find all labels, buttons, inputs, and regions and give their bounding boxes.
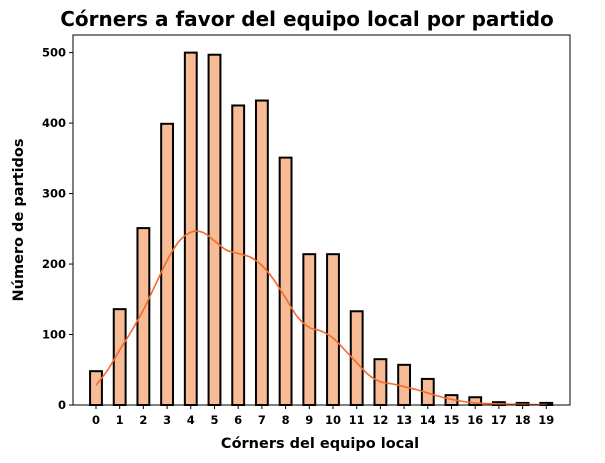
bar-10 (326, 253, 340, 406)
bar-0 (89, 370, 103, 406)
x-tick-label: 14 (420, 413, 436, 427)
bar-3 (160, 122, 175, 407)
x-tick-label: 11 (349, 413, 365, 427)
bar-5 (207, 53, 222, 406)
x-tick-label: 8 (282, 413, 290, 427)
x-tick-label: 1 (116, 413, 124, 427)
bar-7 (254, 99, 269, 407)
y-tick-label: 400 (42, 116, 66, 130)
x-tick-label: 10 (325, 413, 341, 427)
x-tick-label: 0 (92, 413, 100, 427)
x-tick-label: 17 (491, 413, 507, 427)
kde-curve (95, 230, 547, 406)
x-axis-label: Córners del equipo local (221, 436, 419, 452)
x-tick-label: 19 (538, 413, 554, 427)
bars-group (89, 51, 554, 407)
x-tick-label: 13 (396, 413, 412, 427)
y-axis-label: Número de partidos (11, 138, 27, 301)
x-tick-label: 3 (163, 413, 171, 427)
y-tick-label: 0 (58, 398, 66, 412)
y-tick-label: 500 (42, 46, 66, 60)
x-tick-label: 12 (372, 413, 388, 427)
y-tick-label: 100 (42, 328, 66, 342)
x-tick-label: 2 (139, 413, 147, 427)
x-tick-label: 15 (443, 413, 459, 427)
x-tick-label: 16 (467, 413, 483, 427)
x-tick-label: 18 (515, 413, 531, 427)
x-tick-label: 6 (234, 413, 242, 427)
y-axis: 0 100 200 300 400 500 (42, 46, 73, 412)
y-tick-label: 300 (42, 187, 66, 201)
kde-layer (95, 230, 547, 406)
x-axis: 0 1 2 3 4 5 6 7 8 9 10 11 12 13 14 15 16 17 18 19 (92, 405, 554, 427)
chart-title: Córners a favor del equipo local por par… (60, 7, 554, 31)
y-tick-label: 200 (42, 257, 66, 271)
x-tick-label: 5 (210, 413, 218, 427)
x-tick-label: 4 (187, 413, 195, 427)
plot-frame (72, 34, 571, 406)
x-tick-label: 9 (305, 413, 313, 427)
x-tick-label: 7 (258, 413, 266, 427)
bar-4 (183, 51, 198, 406)
bar-8 (278, 156, 293, 406)
